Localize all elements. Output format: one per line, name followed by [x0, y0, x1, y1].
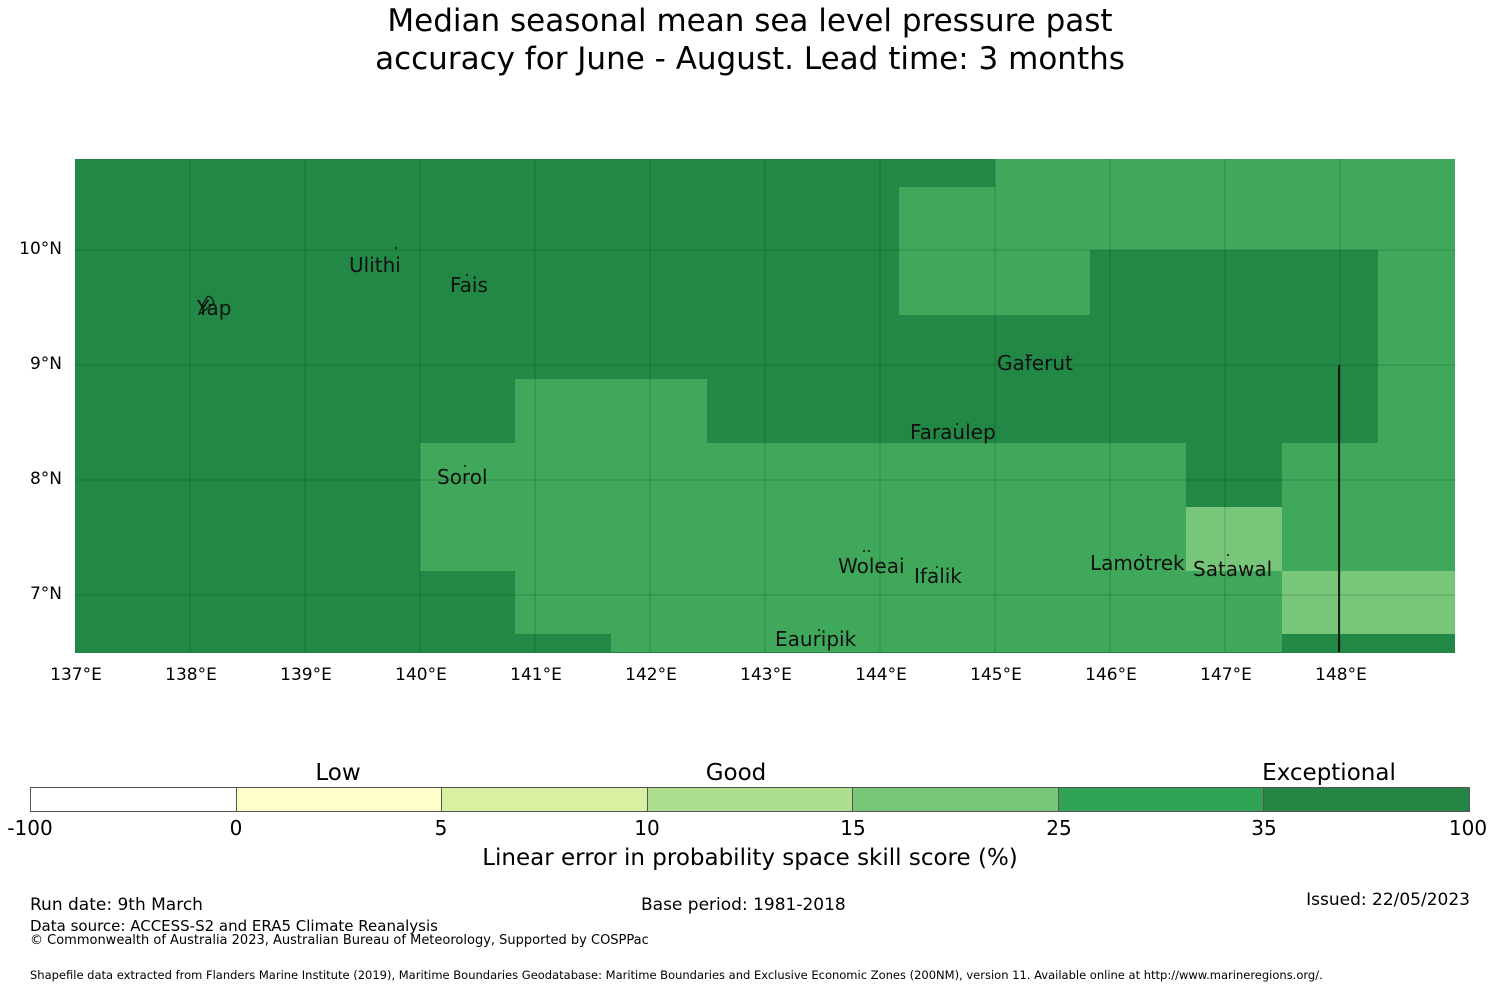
lon-label-148e: 148°E [1315, 665, 1367, 685]
place-label-gaferut: Gaferut [997, 351, 1073, 375]
lon-label-139e: 139°E [280, 665, 332, 685]
place-label-faraulep: Faraulep [910, 420, 996, 444]
lon-label-145e: 145°E [970, 665, 1022, 685]
island-woleai-mark-2 [868, 550, 870, 552]
colorbar-tick-10: 10 [634, 816, 660, 840]
lon-label-147e: 147°E [1200, 665, 1252, 685]
title-line-1: Median seasonal mean sea level pressure … [387, 3, 1113, 39]
colorbar-segment-2 [236, 788, 443, 811]
legend-category-good: Good [705, 760, 767, 786]
island-sorol-mark [464, 465, 466, 467]
title-line-2: accuracy for June - August. Lead time: 3… [375, 41, 1125, 77]
shapefile-credit: Shapefile data extracted from Flanders M… [30, 968, 1323, 982]
lon-label-143e: 143°E [740, 665, 792, 685]
island-ifalik-mark [936, 566, 938, 568]
lat-label-9n: 9°N [29, 354, 62, 374]
colorbar-tick-100: 100 [1448, 816, 1488, 840]
chart-title: Median seasonal mean sea level pressure … [0, 2, 1500, 78]
island-ulithi-mark [395, 247, 397, 249]
island-gaferut-mark [1026, 354, 1028, 356]
colorbar-tick-25: 25 [1046, 816, 1072, 840]
colorbar-segment-4 [647, 788, 854, 811]
cell-ne-left-bottom [899, 250, 1090, 315]
cell-ne-left-top [899, 187, 995, 250]
cell-south-band [515, 571, 1186, 634]
place-label-eauripik: Eauripik [775, 627, 857, 651]
colorbar-title: Linear error in probability space skill … [482, 845, 1018, 871]
cell-ne-top [995, 159, 1455, 250]
cell-east-strip [1378, 250, 1455, 443]
island-satawal-mark [1227, 554, 1229, 556]
cell-se-good [1282, 571, 1455, 634]
colorbar-segment-6 [1058, 788, 1265, 811]
place-label-ifalik: Ifalik [914, 564, 962, 588]
colorbar-segment-3 [442, 788, 648, 811]
place-label-sorol: Sorol [437, 465, 488, 489]
place-label-satawal: Satawal [1193, 557, 1273, 581]
lon-label-144e: 144°E [855, 665, 907, 685]
island-faraulep-mark [956, 423, 958, 425]
lon-label-140e: 140°E [395, 665, 447, 685]
colorbar-tick-5: 5 [434, 816, 448, 840]
colorbar-tick-35: 35 [1251, 816, 1277, 840]
island-marks [197, 247, 1229, 631]
copyright: © Commonwealth of Australia 2023, Austra… [30, 933, 649, 948]
lon-label-141e: 141°E [510, 665, 562, 685]
colorbar-tick-15: 15 [840, 816, 866, 840]
place-label-woleai: Woleai [838, 554, 905, 578]
island-lamotrek-mark [1140, 554, 1142, 556]
lon-label-137e: 137°E [50, 665, 102, 685]
map-gridlines [75, 159, 1455, 652]
place-label-yap: Yap [197, 296, 232, 320]
colorbar-tick-0: 0 [229, 816, 243, 840]
legend-category-low: Low [315, 760, 361, 786]
colorbar-segment-1 [31, 788, 237, 811]
base-period: Base period: 1981-2018 [641, 895, 846, 915]
colorbar-segment-5 [853, 788, 1059, 811]
legend-category-exceptional: Exceptional [1262, 760, 1396, 786]
lat-label-7n: 7°N [29, 584, 62, 604]
colorbar [30, 787, 1470, 812]
cell-satawal-good [1186, 507, 1282, 571]
lat-label-10n: 10°N [19, 239, 62, 259]
lon-label-146e: 146°E [1085, 665, 1137, 685]
cell-east-mid [1282, 443, 1455, 571]
lat-label-8n: 8°N [29, 469, 62, 489]
place-label-fais: Fais [450, 273, 488, 297]
data-source: Data source: ACCESS-S2 and ERA5 Climate … [30, 917, 438, 935]
cell-south-edge [611, 634, 1186, 652]
cell-mid-top [515, 379, 707, 443]
cell-mid-band [420, 443, 1186, 571]
colorbar-segment-7 [1264, 788, 1470, 811]
island-yap-mark [197, 295, 215, 316]
issued-date: Issued: 22/05/2023 [1306, 890, 1470, 910]
run-date: Run date: 9th March [30, 895, 203, 915]
skill-cells [75, 159, 1455, 653]
island-eauripik-mark [818, 629, 820, 631]
lon-label-138e: 138°E [165, 665, 217, 685]
place-label-lamotrek: Lamotrek [1090, 551, 1185, 575]
colorbar-tick-minus100: -100 [7, 816, 53, 840]
island-woleai-mark [863, 550, 865, 552]
lon-label-142e: 142°E [625, 665, 677, 685]
island-fais-mark [466, 274, 468, 276]
place-label-ulithi: Ulithi [349, 253, 401, 277]
